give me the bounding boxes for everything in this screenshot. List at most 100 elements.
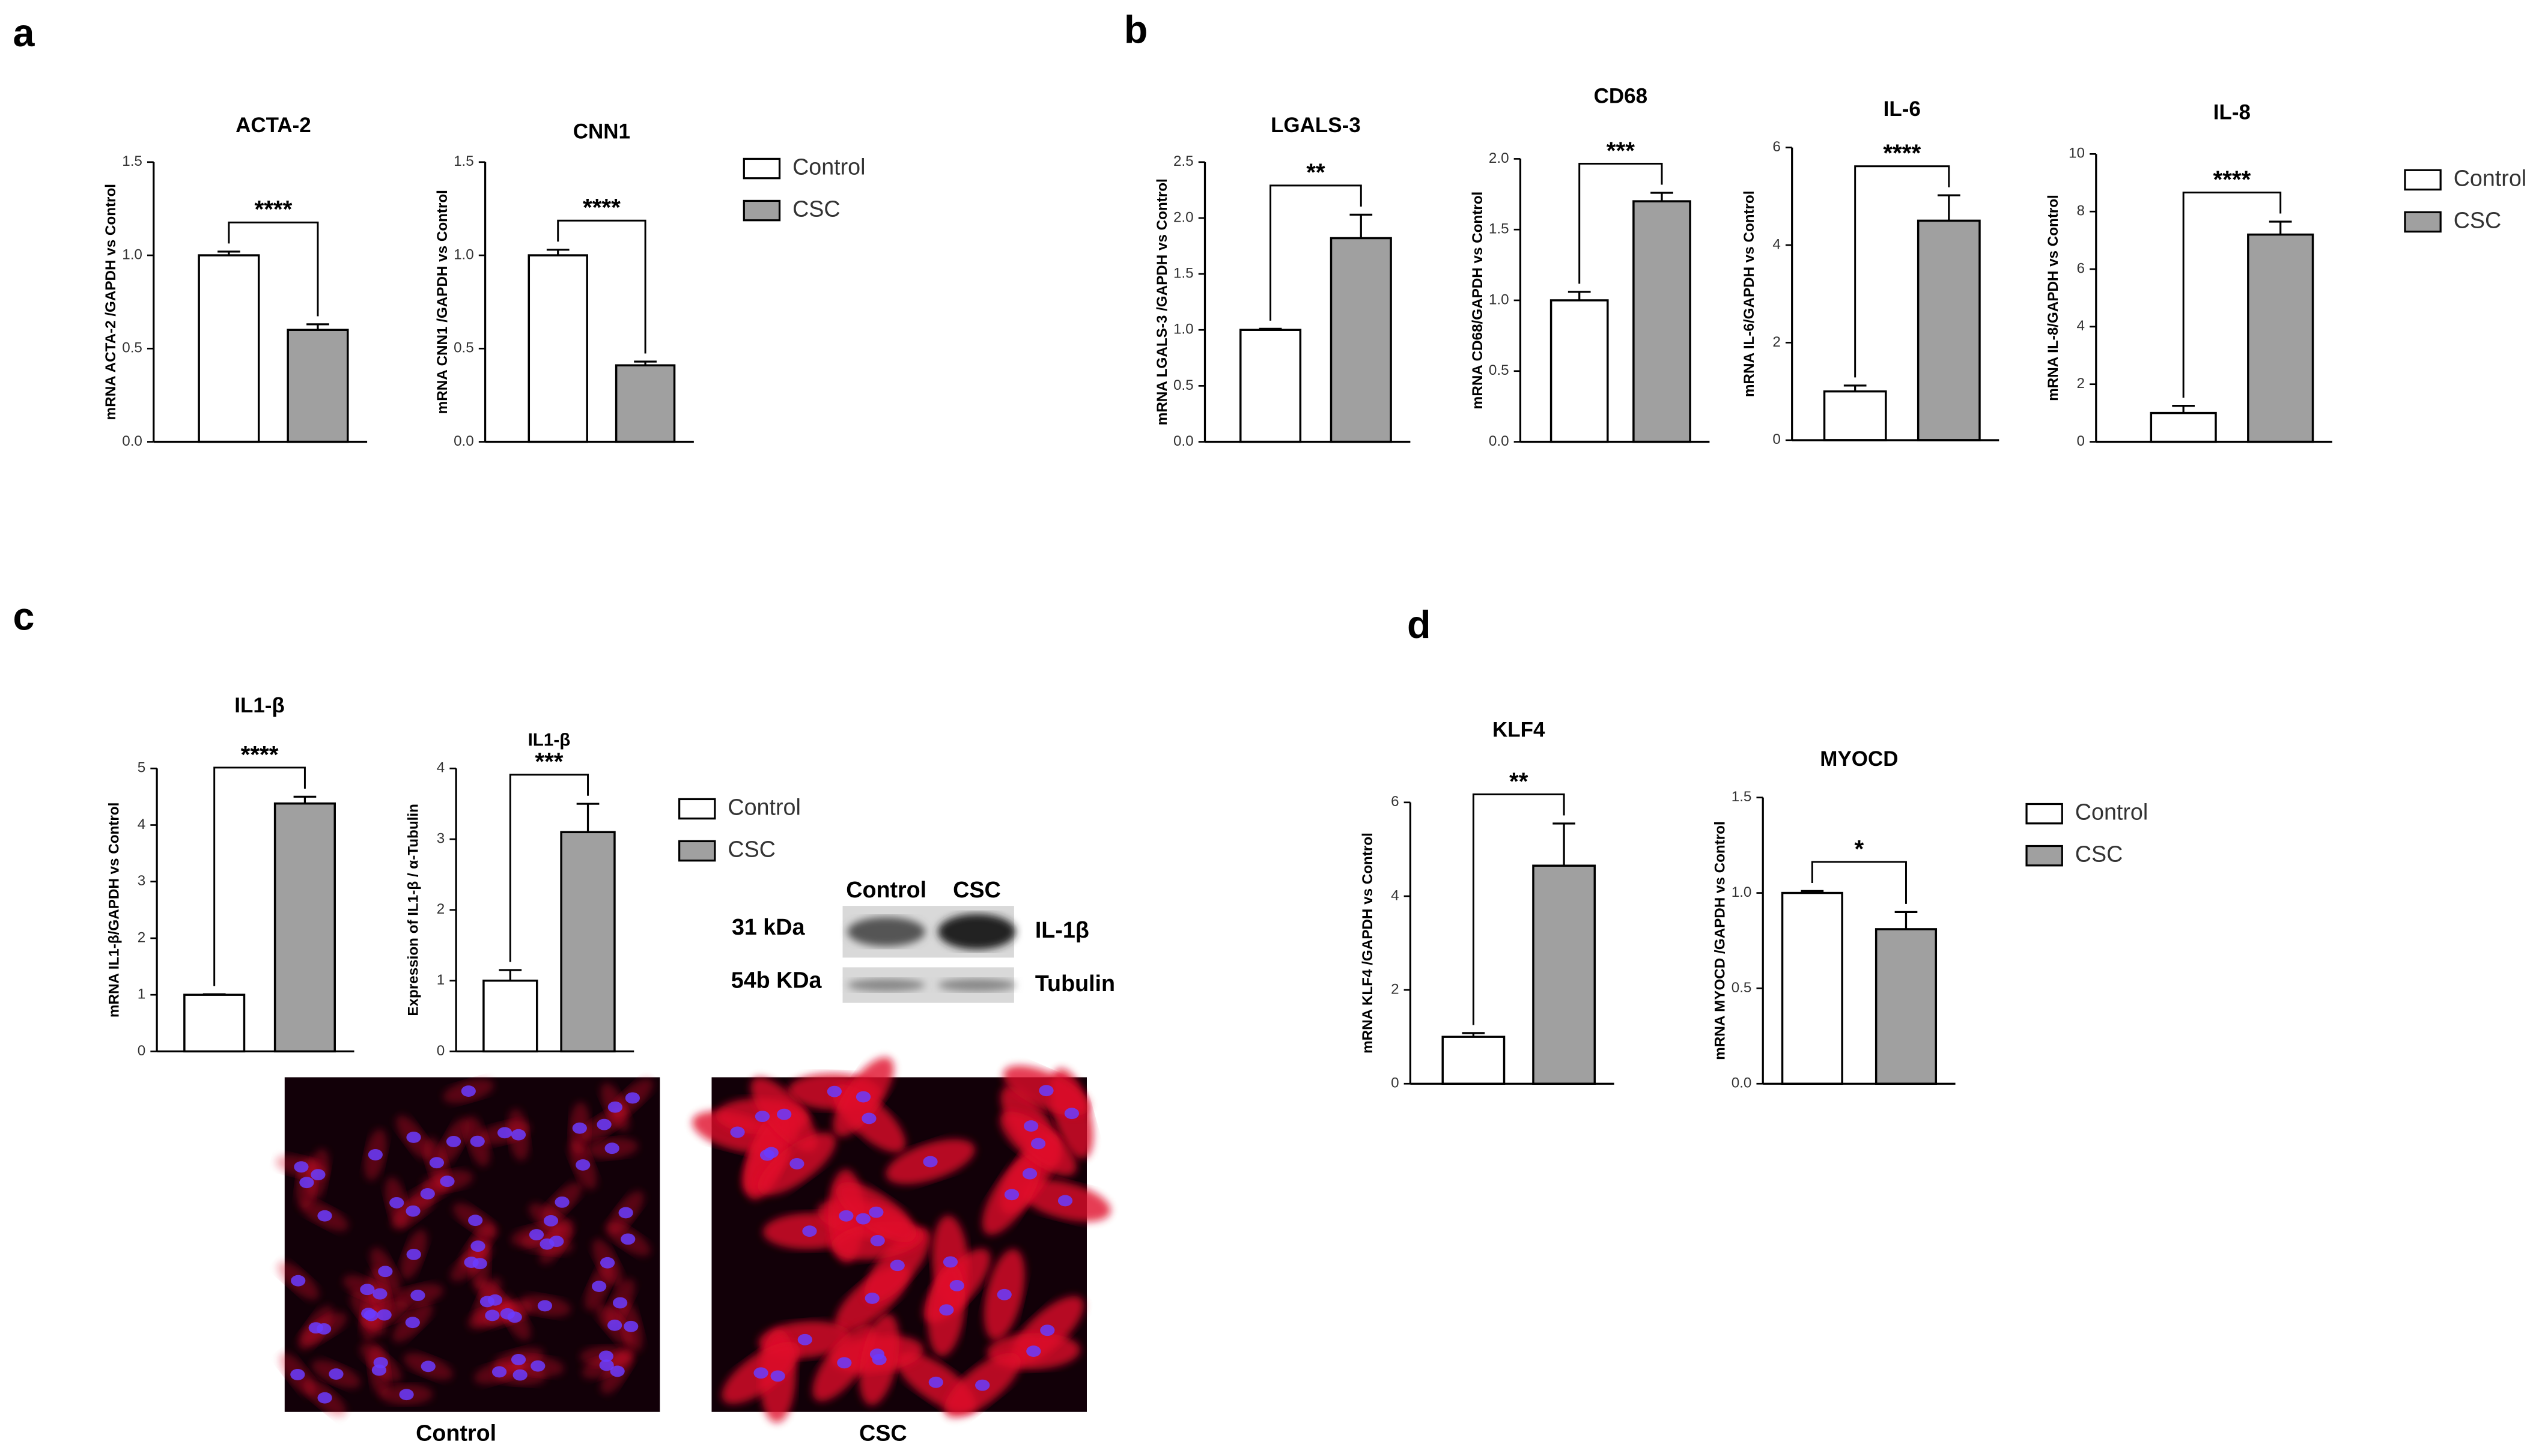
nucleus	[1064, 1108, 1079, 1120]
bar	[528, 254, 588, 443]
legend-label: CSC	[2075, 842, 2123, 867]
nucleus	[299, 1177, 314, 1189]
nucleus	[975, 1379, 990, 1391]
significance-label: ***	[535, 748, 563, 775]
nucleus	[294, 1161, 309, 1173]
micrograph-caption: CSC	[859, 1420, 907, 1445]
nucleus	[597, 1118, 612, 1130]
y-tick-label: 4	[437, 760, 445, 776]
y-tick-label: 0.0	[1489, 433, 1509, 449]
blot-lane-label: Control	[846, 877, 926, 902]
y-tick-label: 8	[2076, 203, 2084, 219]
micrograph	[692, 1057, 1111, 1423]
nucleus	[1039, 1085, 1054, 1097]
nucleus	[406, 1205, 421, 1217]
nucleus	[1004, 1189, 1020, 1201]
chart-title: CD68	[1594, 84, 1647, 108]
nucleus	[487, 1294, 503, 1306]
legend-swatch	[2404, 211, 2442, 233]
y-tick-label: 5	[138, 760, 145, 776]
y-tick-label: 1.0	[1489, 291, 1509, 308]
nucleus	[837, 1357, 852, 1369]
nucleus	[1030, 1138, 1046, 1150]
y-tick-label: 1.5	[454, 153, 474, 169]
bar	[198, 254, 260, 443]
nucleus	[1040, 1324, 1055, 1336]
legend-swatch	[678, 840, 716, 862]
y-tick-label: 1	[138, 986, 145, 1003]
nucleus	[360, 1284, 375, 1296]
y-tick-label: 3	[437, 830, 445, 846]
y-tick-label: 2	[138, 929, 145, 945]
y-tick-label: 4	[1391, 887, 1399, 903]
nucleus	[827, 1085, 842, 1097]
chart-title: MYOCD	[1820, 747, 1898, 771]
y-tick-label: 0.5	[1173, 377, 1194, 393]
nucleus	[856, 1091, 871, 1103]
legend-label: Control	[2454, 165, 2526, 190]
y-tick-label: 6	[1391, 793, 1399, 810]
significance-bracket	[1811, 861, 1907, 904]
y-tick-label: 10	[2069, 145, 2085, 162]
nucleus	[361, 1308, 376, 1320]
chart-title: IL1-β	[528, 730, 571, 750]
nucleus	[405, 1317, 420, 1329]
nucleus	[600, 1257, 615, 1269]
nucleus	[377, 1309, 392, 1321]
nucleus	[491, 1366, 507, 1378]
y-axis-label: mRNA ACTA-2 /GAPDH vs Control	[103, 184, 119, 420]
legend-swatch	[743, 199, 781, 222]
y-tick-label: 0.5	[1489, 362, 1509, 378]
chart-title: IL-8	[2213, 100, 2251, 124]
micrograph	[275, 1077, 660, 1416]
y-tick-label: 1.5	[1173, 265, 1194, 281]
legend-swatch	[743, 157, 781, 180]
y-axis-label: mRNA CNN1 /GAPDH vs Control	[434, 190, 451, 414]
blot-size-label: 31 kDa	[732, 914, 806, 939]
nucleus	[311, 1169, 326, 1181]
bar	[2150, 411, 2217, 443]
significance-bracket	[1472, 793, 1565, 1025]
y-tick-label: 3	[138, 873, 145, 889]
nucleus	[406, 1132, 421, 1143]
blot-protein-label: Tubulin	[1035, 971, 1115, 996]
nucleus	[497, 1127, 512, 1139]
nucleus	[512, 1369, 528, 1381]
significance-bracket	[2182, 192, 2282, 398]
significance-label: ****	[2213, 165, 2251, 193]
chart-title: IL-6	[1884, 97, 1921, 121]
y-tick-label: 1.5	[122, 153, 142, 169]
y-tick-label: 1.5	[1732, 789, 1752, 805]
nucleus	[470, 1135, 485, 1147]
panel-letter: a	[13, 11, 35, 55]
nucleus	[604, 1142, 619, 1154]
y-tick-label: 2	[437, 901, 445, 917]
significance-bracket	[1578, 163, 1663, 284]
y-axis-label: mRNA IL-6/GAPDH vs Control	[1741, 190, 1757, 397]
legend-swatch	[678, 798, 716, 820]
y-tick-label: 0.0	[122, 433, 142, 449]
y-tick-label: 0.5	[122, 340, 142, 356]
nucleus	[777, 1108, 792, 1120]
y-tick-label: 1	[437, 972, 445, 988]
nucleus	[511, 1354, 526, 1365]
y-tick-label: 0	[437, 1043, 445, 1059]
nucleus	[770, 1370, 785, 1382]
nucleus	[576, 1159, 591, 1171]
y-tick-label: 4	[138, 816, 145, 833]
nucleus	[923, 1156, 938, 1168]
nucleus	[572, 1122, 587, 1134]
bar	[1632, 200, 1691, 443]
nucleus	[610, 1365, 625, 1377]
y-tick-label: 4	[2076, 318, 2084, 334]
y-tick-label: 0	[2076, 433, 2084, 449]
legend-swatch	[2025, 845, 2063, 867]
nucleus	[1022, 1168, 1038, 1180]
bar	[560, 831, 616, 1053]
nucleus	[621, 1233, 636, 1245]
nucleus	[759, 1149, 775, 1161]
nucleus	[592, 1281, 607, 1292]
y-axis-label: mRNA CD68/GAPDH vs Control	[1470, 192, 1486, 409]
y-axis-label: mRNA IL1-β/GAPDH vs Control	[106, 802, 123, 1018]
